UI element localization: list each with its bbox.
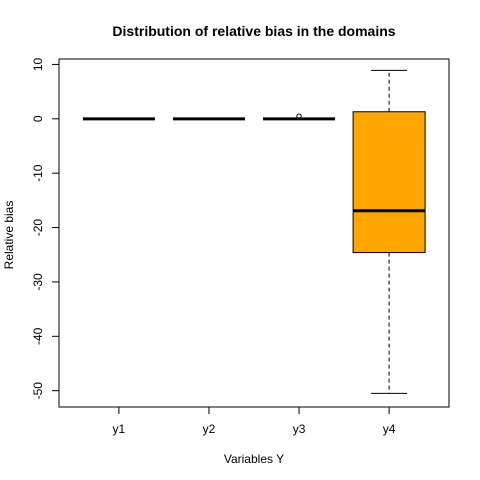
outlier-point (296, 113, 302, 119)
x-tick-label: y4 (383, 422, 396, 436)
x-axis-label: Variables Y (224, 452, 284, 466)
x-axis: y1 y2 y3 y4 (113, 407, 396, 436)
y-tick-label: -20 (31, 219, 45, 237)
y-tick-label: -40 (31, 327, 45, 345)
box-y4 (352, 69, 426, 394)
boxes (82, 69, 426, 394)
chart-title: Distribution of relative bias in the dom… (112, 23, 395, 39)
box-y3 (263, 113, 336, 121)
y-tick-label: 10 (31, 57, 45, 71)
y-tick-label: -10 (31, 164, 45, 182)
box-body (352, 111, 426, 254)
x-tick-label: y3 (293, 422, 306, 436)
y-tick-label: -30 (31, 273, 45, 291)
y-tick-label: -50 (31, 382, 45, 400)
y-axis-label: Relative bias (2, 201, 16, 270)
x-tick-label: y1 (113, 422, 126, 436)
x-tick-label: y2 (203, 422, 216, 436)
plot-frame (58, 58, 450, 408)
y-tick-label: 0 (31, 115, 45, 122)
y-axis: 10 0 -10 -20 -30 -40 -50 (31, 57, 59, 399)
